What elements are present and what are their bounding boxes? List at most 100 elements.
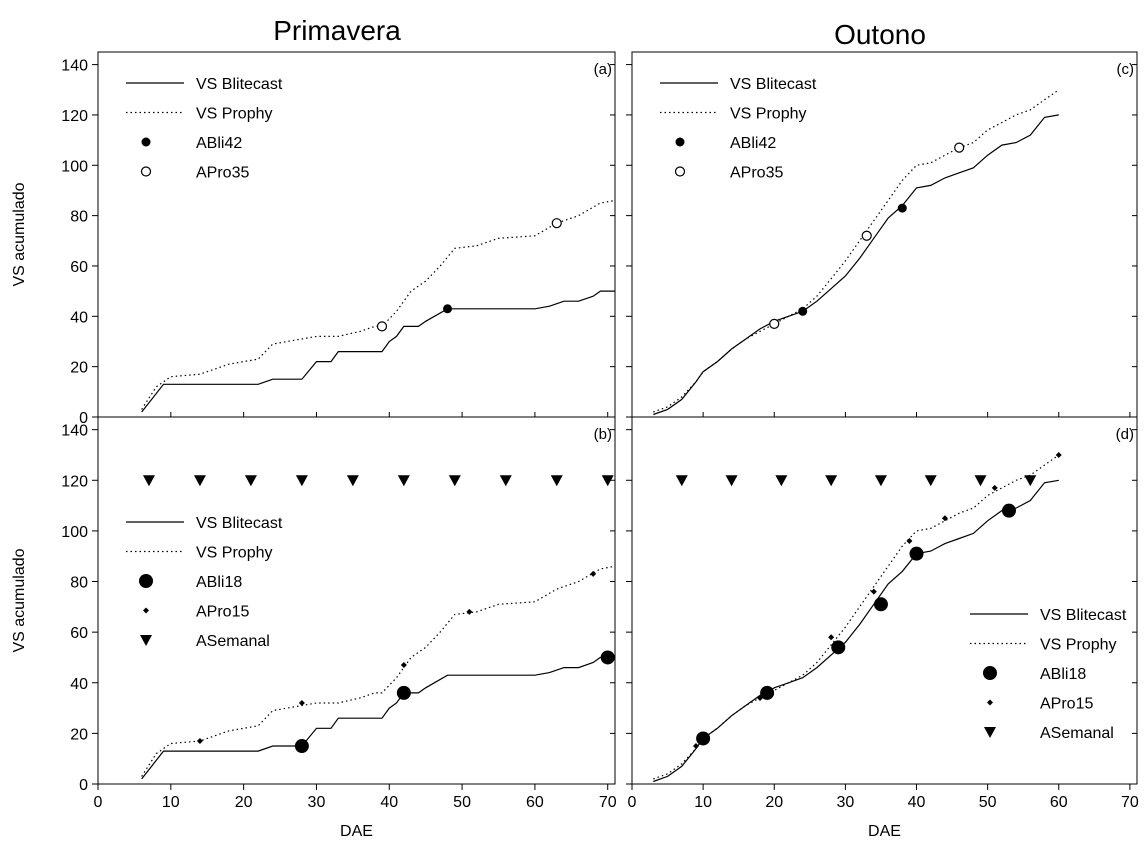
x-tick-label: 30: [308, 794, 326, 811]
data-point-apro15: [870, 588, 877, 595]
data-point-apro35: [861, 230, 872, 241]
y-axis-label: VS acumulado: [11, 548, 28, 652]
data-point-apro15: [466, 608, 473, 615]
data-point-apro15: [298, 700, 305, 707]
data-point-apro15: [400, 662, 407, 669]
panel-c: (c) VS Blitecast VS Prophy ABli42 APro35: [626, 51, 1138, 418]
legend: VS Blitecast VS Prophy ABli42 APro35: [126, 76, 283, 182]
legend-entry: VS Prophy: [196, 106, 272, 123]
plot-frame: [97, 51, 616, 418]
x-tick-label: 70: [1121, 794, 1139, 811]
y-tick-label: 40: [70, 309, 88, 326]
panel-label: (c): [1117, 61, 1135, 78]
data-point-asemanal: [244, 475, 257, 487]
data-point-abli18: [294, 739, 309, 754]
data-point-asemanal: [974, 475, 987, 487]
y-tick-label: 100: [61, 158, 88, 175]
legend-entry: ASemanal: [196, 633, 270, 650]
data-point-abli18: [831, 640, 846, 655]
data-point-abli42: [798, 306, 808, 316]
data-point-asemanal: [397, 475, 410, 487]
data-point-apro15: [1055, 451, 1062, 458]
series-line-vs-blitecast: [653, 114, 1059, 416]
legend-swatch: [983, 666, 997, 680]
x-tick-label: 50: [979, 794, 997, 811]
data-point-asemanal: [346, 475, 359, 487]
series-line-vs-blitecast: [141, 656, 615, 780]
x-tick-label: 10: [694, 794, 712, 811]
y-tick-label: 40: [70, 676, 88, 693]
series-line-vs-prophy: [653, 89, 1060, 413]
legend: VS Blitecast VS Prophy ABli18 APro15 ASemana…: [126, 515, 283, 650]
legend-entry: VS Prophy: [730, 106, 806, 123]
legend-entry: ABli42: [730, 135, 776, 152]
legend-entry: VS Blitecast: [196, 76, 283, 93]
data-point-asemanal: [775, 475, 788, 487]
legend-entry: ABli42: [196, 135, 242, 152]
data-point-asemanal: [295, 475, 308, 487]
data-point-asemanal: [874, 475, 887, 487]
x-tick-label: 50: [453, 794, 471, 811]
legend: VS Blitecast VS Prophy ABli42 APro35: [660, 76, 817, 182]
panel-label: (b): [594, 426, 612, 443]
y-tick-label: 80: [70, 575, 88, 592]
data-point-abli18: [696, 731, 711, 746]
y-tick-label: 80: [70, 209, 88, 226]
series-line-vs-prophy: [653, 454, 1060, 780]
data-point-abli42: [897, 203, 907, 213]
data-point-apro15: [590, 570, 597, 577]
panel-b: 0 20 40 60 80 100 120 140 0 10 20 30 40 50 60 70 VS acum…: [11, 416, 617, 840]
x-tick-label: 0: [94, 794, 103, 811]
data-point-apro15: [196, 737, 203, 744]
legend-entry: APro35: [730, 165, 783, 182]
y-tick-label: 0: [79, 777, 88, 794]
legend-swatch: [984, 727, 996, 738]
data-point-abli18: [909, 546, 924, 561]
data-point-asemanal: [550, 475, 563, 487]
data-point-apro35: [551, 218, 562, 229]
legend-entry: ASemanal: [1040, 725, 1114, 742]
y-axis-label: VS acumulado: [11, 182, 28, 286]
data-point-abli18: [873, 597, 888, 612]
legend-entry: ABli18: [196, 574, 242, 591]
legend-entry: VS Blitecast: [730, 76, 817, 93]
legend-entry: APro15: [196, 604, 249, 621]
data-point-asemanal: [1024, 475, 1037, 487]
x-tick-label: 10: [162, 794, 180, 811]
x-tick-label: 40: [908, 794, 926, 811]
y-tick-label: 140: [61, 423, 88, 440]
x-tick-label: 20: [235, 794, 253, 811]
data-point-asemanal: [601, 475, 614, 487]
data-point-asemanal: [675, 475, 688, 487]
panel-label: (a): [594, 61, 612, 78]
legend-entry: ABli18: [1040, 666, 1086, 683]
column-title-outono: Outono: [834, 19, 926, 50]
x-tick-label: 60: [1050, 794, 1068, 811]
data-point-apro15: [941, 515, 948, 522]
x-tick-label: 70: [599, 794, 617, 811]
data-point-apro35: [769, 318, 780, 329]
x-tick-label: 20: [765, 794, 783, 811]
panel-a: 0 20 40 60 80 100 120 140 VS acumulado (a) VS Blit…: [11, 51, 616, 427]
y-tick-label: 60: [70, 259, 88, 276]
legend-swatch: [674, 166, 686, 177]
y-tick-label: 20: [70, 726, 88, 743]
data-point-abli42: [443, 304, 453, 314]
y-tick-label: 60: [70, 625, 88, 642]
legend-entry: VS Blitecast: [196, 515, 283, 532]
panel-label: (d): [1116, 426, 1134, 443]
x-tick-label: 40: [380, 794, 398, 811]
plot-frame: [631, 51, 1138, 418]
y-tick-label: 100: [61, 524, 88, 541]
x-axis-label: DAE: [868, 823, 901, 840]
y-tick-label: 20: [70, 360, 88, 377]
legend-entry: VS Prophy: [196, 545, 272, 562]
series-line-vs-blitecast: [141, 290, 615, 413]
x-tick-label: 30: [836, 794, 854, 811]
legend-swatch: [141, 137, 151, 147]
data-point-apro15: [991, 484, 998, 491]
legend: VS Blitecast VS Prophy ABli18 APro15 ASemana…: [970, 607, 1127, 742]
data-point-asemanal: [924, 475, 937, 487]
data-point-apro15: [828, 634, 835, 641]
